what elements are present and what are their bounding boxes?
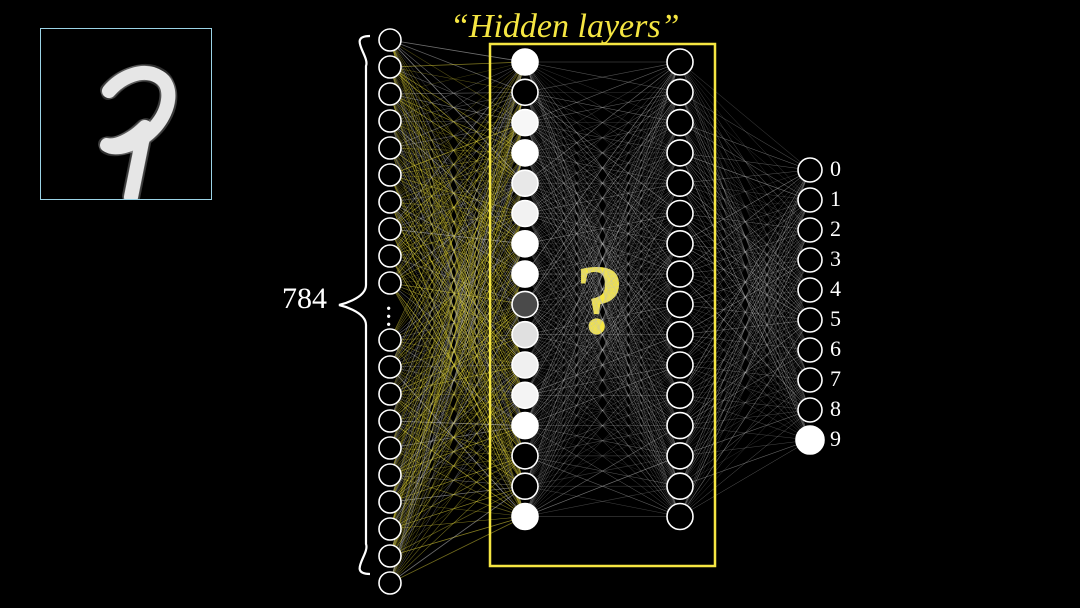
- hidden1-neuron: [512, 170, 538, 196]
- hidden2-neuron: [667, 291, 693, 317]
- output-neuron: [798, 308, 822, 332]
- hidden1-neuron: [512, 231, 538, 257]
- hidden2-neuron: [667, 49, 693, 75]
- hidden1-neuron: [512, 504, 538, 530]
- output-neuron: [798, 248, 822, 272]
- input-neuron: [379, 545, 401, 567]
- output-neuron: [798, 218, 822, 242]
- input-neuron: [379, 29, 401, 51]
- hidden2-neuron: [667, 140, 693, 166]
- input-neuron: [379, 137, 401, 159]
- input-neuron: [379, 572, 401, 594]
- hidden2-neuron: [667, 382, 693, 408]
- hidden2-neuron: [667, 413, 693, 439]
- hidden2-neuron: [667, 473, 693, 499]
- hidden1-neuron: [512, 261, 538, 287]
- diagram-stage: “Hidden layers” 784 ··· ? 0123456789: [0, 0, 1080, 608]
- output-neuron: [798, 338, 822, 362]
- hidden2-neuron: [667, 231, 693, 257]
- input-neuron: [379, 437, 401, 459]
- hidden1-neuron: [512, 382, 538, 408]
- output-label: 1: [830, 186, 841, 212]
- output-neuron: [798, 278, 822, 302]
- output-neuron: [798, 188, 822, 212]
- output-neuron: [796, 426, 824, 454]
- hidden2-neuron: [667, 79, 693, 105]
- input-neuron: [379, 272, 401, 294]
- hidden2-neuron: [667, 261, 693, 287]
- hidden1-neuron: [512, 110, 538, 136]
- hidden2-neuron: [667, 110, 693, 136]
- input-neuron: [379, 491, 401, 513]
- hidden2-neuron: [667, 443, 693, 469]
- output-label: 5: [830, 306, 841, 332]
- hidden1-neuron: [512, 49, 538, 75]
- output-label: 2: [830, 216, 841, 242]
- hidden1-neuron: [512, 473, 538, 499]
- input-neuron: [379, 464, 401, 486]
- hidden1-neuron: [512, 201, 538, 227]
- hidden1-neuron: [512, 322, 538, 348]
- input-neuron: [379, 245, 401, 267]
- output-label: 0: [830, 156, 841, 182]
- output-label: 4: [830, 276, 841, 302]
- hidden2-neuron: [667, 322, 693, 348]
- output-label: 6: [830, 336, 841, 362]
- output-label: 7: [830, 366, 841, 392]
- input-neuron: [379, 191, 401, 213]
- input-neuron: [379, 356, 401, 378]
- input-neuron: [379, 83, 401, 105]
- output-label: 3: [830, 246, 841, 272]
- output-neuron: [798, 398, 822, 422]
- hidden2-neuron: [667, 352, 693, 378]
- neural-network-diagram: [0, 0, 1080, 608]
- hidden2-neuron: [667, 504, 693, 530]
- input-neuron: [379, 383, 401, 405]
- input-neuron: [379, 410, 401, 432]
- input-neuron: [379, 218, 401, 240]
- input-neuron: [379, 329, 401, 351]
- hidden1-neuron: [512, 443, 538, 469]
- hidden2-neuron: [667, 201, 693, 227]
- output-neuron: [798, 368, 822, 392]
- input-neuron: [379, 164, 401, 186]
- output-label: 8: [830, 396, 841, 422]
- hidden1-neuron: [512, 140, 538, 166]
- hidden1-neuron: [512, 79, 538, 105]
- hidden1-neuron: [512, 291, 538, 317]
- hidden1-neuron: [512, 352, 538, 378]
- edges: [390, 40, 810, 583]
- output-neuron: [798, 158, 822, 182]
- output-label: 9: [830, 426, 841, 452]
- hidden1-neuron: [512, 413, 538, 439]
- hidden2-neuron: [667, 170, 693, 196]
- input-neuron: [379, 56, 401, 78]
- brace: [339, 36, 370, 574]
- input-neuron: [379, 518, 401, 540]
- input-neuron: [379, 110, 401, 132]
